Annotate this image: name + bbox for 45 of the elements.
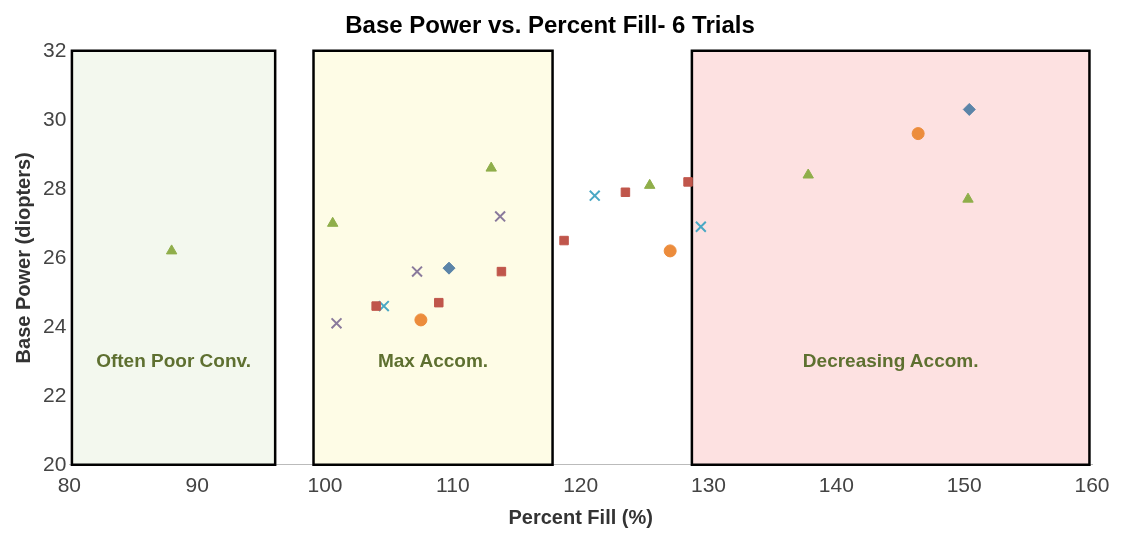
point: [377, 300, 390, 313]
point: [663, 244, 677, 258]
y-tick-label: 28: [43, 175, 67, 199]
y-tick-label: 20: [43, 451, 67, 475]
point: [694, 220, 707, 233]
point: [434, 297, 444, 308]
point: [588, 189, 601, 202]
y-tick-label: 22: [43, 382, 67, 406]
point: [494, 210, 507, 223]
point: [802, 168, 814, 179]
y-tick-label: 26: [43, 244, 67, 268]
point: [485, 161, 497, 172]
point: [165, 244, 178, 255]
point: [371, 301, 381, 311]
x-tick-label: 150: [946, 473, 982, 497]
point: [620, 187, 631, 197]
point: [496, 266, 507, 277]
x-axis-title: Percent Fill (%): [508, 505, 653, 528]
point: [962, 192, 974, 203]
x-tick-label: 130: [690, 473, 727, 497]
x-tick-label: 90: [185, 473, 209, 497]
point: [683, 177, 693, 187]
point: [644, 178, 656, 189]
band-label: Often Poor Conv.: [96, 349, 251, 371]
x-tick-label: 100: [307, 473, 343, 497]
point: [414, 313, 428, 327]
y-axis-title: Base Power (diopters): [11, 152, 34, 364]
point: [962, 102, 976, 116]
y-tick-label: 32: [43, 37, 67, 61]
y-tick-label: 30: [43, 106, 67, 130]
point: [411, 265, 424, 278]
x-tick-label: 120: [563, 473, 599, 497]
x-tick-label: 140: [818, 473, 854, 497]
x-tick-label: 110: [436, 473, 470, 497]
band-label: Decreasing Accom.: [802, 349, 979, 371]
x-tick-label: 80: [57, 473, 82, 497]
y-tick-label: 24: [43, 313, 67, 337]
point: [559, 235, 569, 246]
point: [330, 317, 343, 330]
point: [442, 261, 456, 275]
point: [911, 127, 925, 141]
chart-title: Base Power vs. Percent Fill- 6 Trials: [345, 11, 755, 39]
band-label: Max Accom.: [377, 349, 489, 371]
point: [326, 216, 339, 227]
x-tick-label: 160: [1074, 473, 1110, 497]
